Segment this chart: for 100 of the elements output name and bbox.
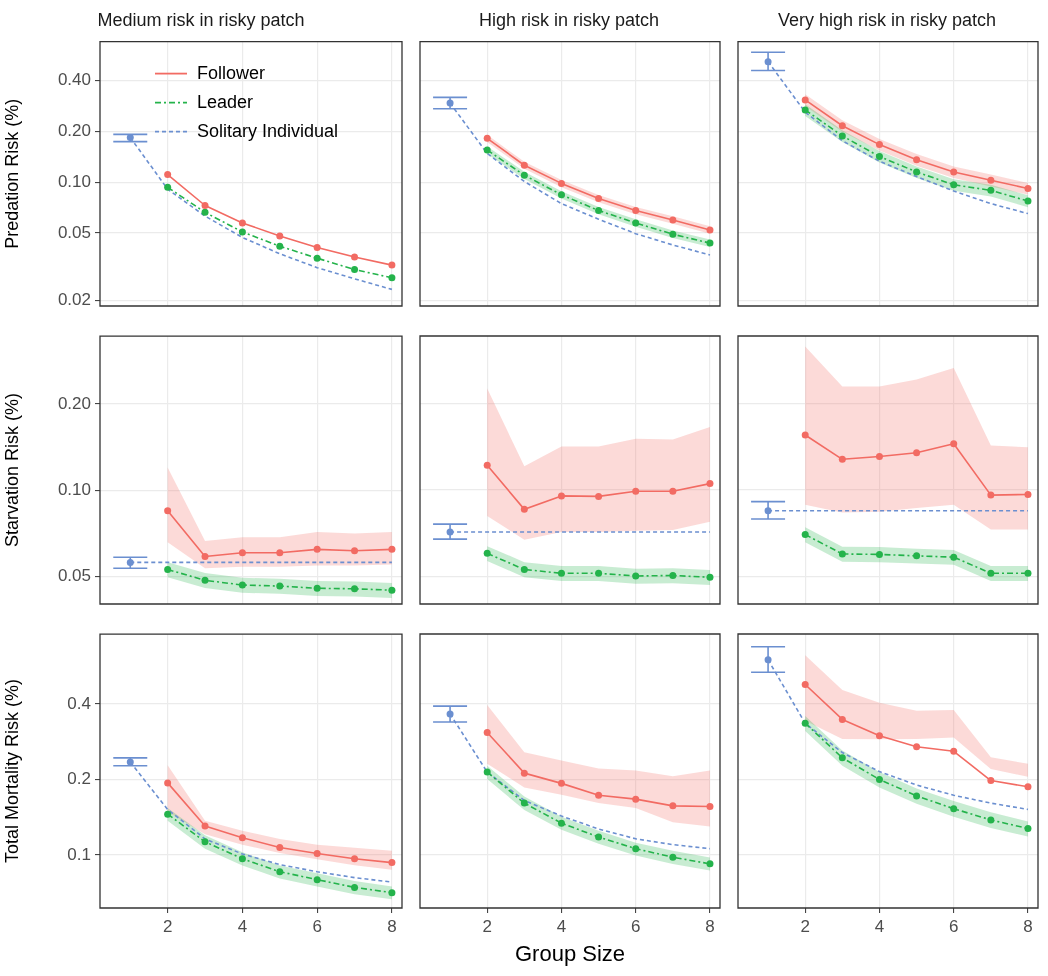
- x-tick-label: 4: [556, 916, 567, 936]
- y-tick-label: 0.4: [67, 693, 91, 713]
- point: [706, 803, 714, 811]
- x-tick-label: 6: [630, 916, 641, 936]
- point: [632, 219, 640, 227]
- point: [164, 171, 172, 179]
- point: [351, 253, 359, 261]
- point: [164, 810, 172, 818]
- point: [483, 549, 491, 557]
- point: [987, 816, 995, 824]
- point: [388, 545, 396, 553]
- point: [706, 480, 714, 488]
- x-tick-label: 8: [387, 916, 397, 936]
- point: [1024, 185, 1032, 192]
- y-tick-label: 0.05: [57, 565, 91, 585]
- point: [1024, 197, 1032, 205]
- point: [875, 775, 883, 783]
- point: [801, 681, 809, 689]
- y-axis-title: Starvation Risk (%): [1, 393, 22, 548]
- point: [276, 582, 284, 590]
- point: [950, 553, 958, 561]
- point: [595, 833, 603, 841]
- point: [483, 146, 491, 154]
- legend-label: Follower: [197, 62, 266, 83]
- point: [913, 792, 921, 800]
- point: [164, 507, 172, 515]
- y-tick-label: 0.02: [57, 289, 91, 309]
- point: [913, 552, 921, 560]
- point: [875, 452, 883, 460]
- point: [669, 802, 677, 810]
- y-tick-label: 0.10: [57, 479, 91, 499]
- point: [520, 799, 528, 807]
- point: [632, 572, 640, 580]
- point: [238, 855, 246, 863]
- point: [950, 440, 958, 448]
- point: [557, 191, 565, 199]
- point: [238, 834, 246, 842]
- point: [483, 134, 491, 142]
- chart-title: Medium risk in risky patch: [97, 9, 305, 30]
- point: [164, 565, 172, 573]
- point: [801, 531, 809, 539]
- x-tick-label: 2: [482, 916, 492, 936]
- point: [276, 843, 284, 851]
- point: [987, 186, 995, 194]
- point: [351, 855, 359, 863]
- point: [520, 769, 528, 777]
- point: [950, 181, 958, 189]
- point: [913, 743, 921, 751]
- point: [632, 487, 640, 495]
- point: [987, 777, 995, 785]
- point: [520, 505, 528, 513]
- point: [706, 239, 714, 247]
- point: [987, 491, 995, 499]
- point: [388, 261, 396, 269]
- point: [351, 547, 359, 555]
- point: [838, 754, 846, 762]
- point: [520, 161, 528, 169]
- point: [201, 553, 209, 561]
- x-tick-label: 2: [800, 916, 810, 936]
- point: [201, 208, 209, 216]
- point: [238, 581, 246, 589]
- point: [483, 728, 491, 736]
- point: [669, 853, 677, 861]
- point: [913, 156, 921, 164]
- point: [388, 274, 396, 282]
- point: [950, 168, 958, 176]
- point: [632, 207, 640, 215]
- y-tick-label: 0.40: [57, 70, 91, 90]
- point: [838, 715, 846, 723]
- point: [557, 779, 565, 787]
- point: [276, 549, 284, 557]
- point: [238, 228, 246, 236]
- point: [669, 230, 677, 238]
- point: [388, 859, 396, 867]
- point: [520, 171, 528, 179]
- y-tick-label: 0.20: [57, 393, 91, 413]
- point: [801, 96, 809, 104]
- chart-title: High risk in risky patch: [478, 9, 660, 30]
- point: [595, 207, 603, 215]
- point: [801, 431, 809, 439]
- point: [388, 889, 396, 897]
- point: [838, 122, 846, 130]
- point: [276, 242, 284, 250]
- x-tick-label: 8: [705, 916, 715, 936]
- point: [801, 106, 809, 114]
- point: [1024, 490, 1032, 498]
- point: [950, 747, 958, 755]
- x-tick-label: 4: [237, 916, 248, 936]
- point: [313, 584, 321, 592]
- point: [987, 569, 995, 577]
- point: [838, 455, 846, 463]
- point: [669, 572, 677, 579]
- x-tick-label: 4: [874, 916, 885, 936]
- point: [520, 565, 528, 573]
- x-tick-label: 8: [1023, 916, 1033, 936]
- x-tick-label: 6: [312, 916, 322, 936]
- point: [950, 805, 958, 813]
- point: [276, 232, 284, 240]
- point: [351, 266, 359, 274]
- point: [388, 586, 396, 594]
